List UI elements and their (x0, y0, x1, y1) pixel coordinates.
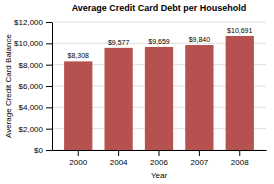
x-tick-mark (239, 150, 240, 156)
x-tick-label: 2007 (190, 158, 208, 167)
y-tick-label: $6,000 (19, 82, 44, 91)
y-tick: $8,000 (19, 61, 52, 70)
title: Average Credit Card Debt per Household (72, 3, 247, 13)
x-tick-mark (199, 150, 200, 156)
y-tick-label: $0 (34, 146, 43, 155)
y-tick-label: $12,000 (14, 18, 43, 27)
chart: $0 $2,000 $4,000 $6,000 $8,000 $10,000 $12,000… (0, 0, 274, 184)
x-tick-label: 2004 (110, 158, 128, 167)
bar (64, 61, 92, 150)
x-tick: 2004 (110, 150, 128, 167)
y-tick-mark (46, 65, 52, 66)
bar (185, 45, 213, 150)
x-tick: 2000 (69, 150, 87, 167)
x-tick-label: 2006 (150, 158, 168, 167)
y-tick-mark (46, 107, 52, 108)
y-tick: $2,000 (19, 125, 52, 134)
x-tick: 2006 (150, 150, 168, 167)
x-tick-label: 2008 (231, 158, 249, 167)
y-axis-line (52, 23, 53, 151)
x-axis-title: Year (151, 171, 168, 180)
bar (226, 36, 254, 150)
data-label: $9,840 (189, 36, 211, 43)
x-tick: 2008 (231, 150, 249, 167)
x-tick-mark (118, 150, 119, 156)
y-tick-mark (46, 86, 52, 87)
y-tick-label: $4,000 (19, 103, 44, 112)
x-axis: 2000 2004 2006 2007 2008 (53, 150, 267, 167)
y-tick-label: $8,000 (19, 61, 44, 70)
y-tick: $4,000 (19, 103, 52, 112)
bar (104, 48, 132, 150)
y-tick: $6,000 (19, 82, 52, 91)
data-label: $8,308 (68, 52, 90, 59)
y-tick-label: $10,000 (14, 39, 43, 48)
grid-line (52, 22, 266, 23)
y-tick-mark (46, 43, 52, 44)
y-tick: $12,000 (14, 18, 52, 27)
y-tick-mark (46, 129, 52, 130)
data-label: $10,691 (227, 27, 252, 34)
bars (64, 36, 254, 150)
x-tick-mark (78, 150, 79, 156)
x-tick: 2007 (190, 150, 208, 167)
x-tick-mark (159, 150, 160, 156)
grid (52, 22, 266, 150)
y-tick-label: $2,000 (19, 125, 44, 134)
y-tick: $0 (34, 146, 52, 155)
y-tick-mark (46, 150, 52, 151)
y-tick-mark (46, 22, 52, 23)
data-labels: $8,308 $9,577 $9,659 $9,840 $10,691 (68, 27, 253, 59)
data-label: $9,659 (148, 38, 170, 45)
data-label: $9,577 (108, 39, 130, 46)
y-axis-title: Average Credit Card Balance (4, 34, 13, 138)
y-tick: $10,000 (14, 39, 52, 48)
bar (145, 47, 173, 150)
y-axis: $0 $2,000 $4,000 $6,000 $8,000 $10,000 $12,000 (14, 18, 52, 155)
x-tick-label: 2000 (69, 158, 87, 167)
plot: $0 $2,000 $4,000 $6,000 $8,000 $10,000 $12,000… (14, 18, 266, 167)
